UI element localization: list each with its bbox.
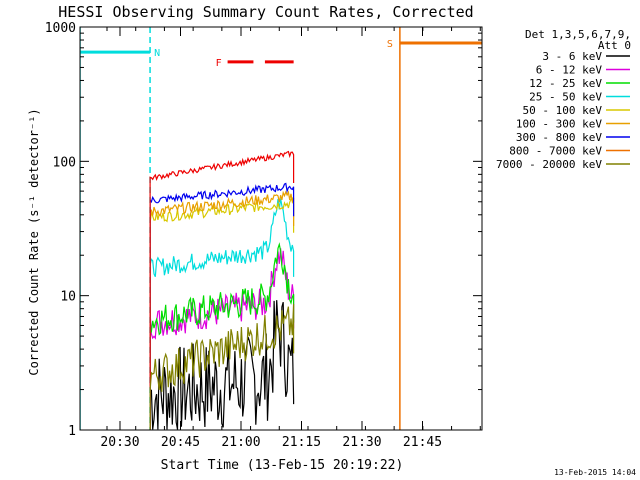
- series-line: [149, 303, 295, 430]
- y-tick-label: 100: [53, 155, 76, 170]
- series-line: [149, 248, 295, 430]
- x-tick-label: 20:45: [161, 435, 200, 450]
- y-tick-label: 1000: [45, 21, 76, 36]
- legend-entry-label: 800 - 7000 keV: [509, 145, 602, 158]
- legend-entry-label: 3 - 6 keV: [542, 50, 602, 63]
- y-axis-label: Corrected Count Rate (s⁻¹ detector⁻¹): [27, 108, 41, 375]
- y-tick-label: 10: [60, 290, 76, 305]
- footer-timestamp: 13-Feb-2015 14:04: [554, 468, 636, 477]
- legend-entry-label: 100 - 300 keV: [516, 118, 602, 131]
- x-axis-label: Start Time (13-Feb-15 20:19:22): [161, 458, 404, 473]
- series-line: [149, 190, 295, 430]
- chart-title: HESSI Observing Summary Count Rates, Cor…: [58, 3, 473, 21]
- plot-frame: [79, 26, 483, 431]
- legend-entry-label: 12 - 25 keV: [529, 77, 602, 90]
- status-bar-label: S: [387, 39, 393, 50]
- legend-entry-label: 25 - 50 keV: [529, 91, 602, 104]
- legend-header: Det 1,3,5,6,7,9,: [525, 28, 631, 41]
- series-line: [149, 150, 295, 430]
- series-line: [149, 196, 295, 430]
- x-tick-label: 20:30: [100, 435, 139, 450]
- legend-header: Att 0: [598, 39, 631, 52]
- x-tick-label: 21:30: [342, 435, 381, 450]
- x-tick-label: 21:00: [221, 435, 260, 450]
- series-line: [149, 182, 295, 430]
- x-tick-label: 21:45: [403, 435, 442, 450]
- legend-entry-label: 6 - 12 keV: [536, 64, 603, 77]
- series-line: [149, 198, 295, 430]
- legend-entry-label: 7000 - 20000 keV: [496, 158, 602, 171]
- series-line: [149, 242, 295, 430]
- status-bar-label: N: [154, 48, 160, 59]
- legend-entry-label: 300 - 800 keV: [516, 131, 602, 144]
- x-tick-label: 21:15: [282, 435, 321, 450]
- legend-entry-label: 50 - 100 keV: [523, 104, 603, 117]
- y-tick-label: 1: [68, 424, 76, 439]
- series-line: [149, 300, 295, 430]
- status-bar-label: F: [216, 58, 222, 69]
